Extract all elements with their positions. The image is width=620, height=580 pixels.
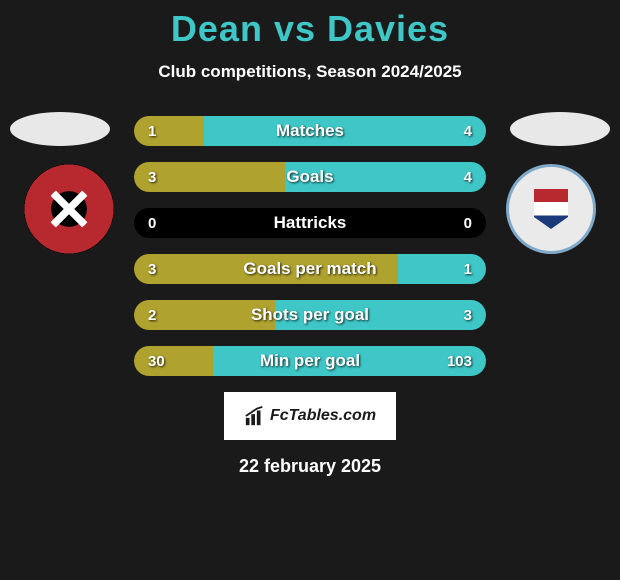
stat-label: Goals per match [134, 254, 486, 284]
stat-bars-container: 14Matches 34Goals 00Hattricks 31Goals per m… [134, 112, 486, 376]
stat-row: 14Matches [134, 116, 486, 146]
stat-row: 34Goals [134, 162, 486, 192]
page-title: Dean vs Davies [0, 0, 620, 50]
stat-label: Goals [134, 162, 486, 192]
footer-date: 22 february 2025 [0, 456, 620, 477]
comparison-content: 14Matches 34Goals 00Hattricks 31Goals per m… [0, 112, 620, 477]
site-attribution: FcTables.com [224, 392, 396, 440]
site-logo-icon [244, 405, 266, 427]
player-left-oval [10, 112, 110, 146]
player-right-oval [510, 112, 610, 146]
stat-row: 23Shots per goal [134, 300, 486, 330]
stat-label: Hattricks [134, 208, 486, 238]
club-badge-left [24, 164, 114, 254]
stat-row: 30103Min per goal [134, 346, 486, 376]
stat-row: 00Hattricks [134, 208, 486, 238]
stat-label: Min per goal [134, 346, 486, 376]
stat-row: 31Goals per match [134, 254, 486, 284]
stat-label: Shots per goal [134, 300, 486, 330]
club-badge-right [506, 164, 596, 254]
stat-label: Matches [134, 116, 486, 146]
site-name: FcTables.com [270, 407, 376, 425]
page-subtitle: Club competitions, Season 2024/2025 [0, 62, 620, 82]
